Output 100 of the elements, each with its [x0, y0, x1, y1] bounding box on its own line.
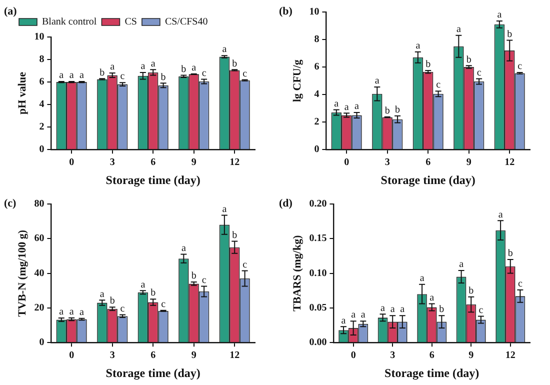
- x-tick-label: 3: [110, 350, 115, 362]
- data-label: a: [222, 44, 228, 56]
- data-label: b: [191, 270, 196, 282]
- x-tick-label: 0: [69, 350, 74, 362]
- chart-title: (a): [4, 5, 18, 18]
- data-label: a: [110, 62, 116, 73]
- y-tick-label: 6: [314, 62, 320, 73]
- data-label: a: [390, 304, 396, 316]
- y-tick-label: 0: [314, 144, 320, 156]
- data-label: a: [334, 98, 340, 110]
- y-tick-label: 10: [34, 32, 44, 43]
- x-tick-label: 9: [191, 350, 196, 362]
- data-label: c: [476, 67, 482, 78]
- y-tick-label: 4: [314, 89, 320, 100]
- y-axis-title: pH value: [16, 72, 28, 115]
- chart-title: (d): [279, 197, 293, 210]
- x-axis-title: Storage time (day): [380, 172, 476, 187]
- data-label: c: [478, 304, 484, 316]
- data-label: c: [161, 299, 166, 310]
- data-label: a: [459, 259, 464, 270]
- x-axis-title: Storage time (day): [106, 172, 200, 187]
- chart-title: (b): [279, 5, 293, 18]
- data-label: a: [69, 70, 74, 82]
- data-label: b: [232, 58, 238, 70]
- data-label: a: [140, 61, 146, 72]
- data-label: b: [426, 59, 431, 70]
- data-label: b: [466, 54, 472, 66]
- data-label: b: [508, 248, 513, 260]
- y-tick-label: 2: [314, 116, 320, 128]
- x-tick-label: 9: [468, 350, 474, 362]
- legend-label: Blank control: [42, 16, 97, 28]
- y-tick-label: 80: [34, 198, 44, 210]
- data-label: c: [120, 71, 126, 82]
- y-axis-title: TVB-N (mg/100 g): [16, 230, 28, 317]
- x-tick-label: 3: [384, 157, 390, 168]
- data-label: b: [150, 288, 156, 299]
- x-tick-label: 9: [466, 157, 472, 168]
- x-tick-label: 12: [504, 157, 515, 168]
- data-label: a: [354, 101, 360, 112]
- data-label: c: [242, 68, 248, 80]
- data-label: a: [341, 315, 346, 326]
- data-label: b: [100, 67, 105, 78]
- data-label: c: [436, 80, 442, 91]
- data-label: c: [202, 68, 207, 79]
- x-tick-label: 12: [230, 350, 240, 362]
- x-tick-label: 12: [505, 350, 516, 362]
- data-label: a: [100, 288, 105, 300]
- data-label: c: [202, 274, 207, 286]
- data-label: a: [498, 209, 504, 220]
- data-label: a: [140, 279, 146, 290]
- data-label: a: [59, 306, 64, 318]
- chart-title: (c): [4, 197, 17, 210]
- legend-label: CS: [124, 16, 137, 28]
- data-label: a: [374, 76, 380, 87]
- x-tick-label: 0: [69, 157, 74, 168]
- data-label: a: [420, 273, 425, 284]
- x-tick-label: 6: [150, 350, 156, 362]
- x-tick-label: 0: [344, 157, 350, 168]
- data-label: b: [439, 304, 444, 316]
- data-label: a: [181, 242, 186, 254]
- y-tick-label: 8: [314, 34, 320, 46]
- y-tick-label: 40: [34, 268, 44, 279]
- x-tick-label: 6: [426, 157, 431, 168]
- data-label: c: [518, 61, 523, 72]
- data-label: a: [69, 306, 74, 318]
- data-label: a: [150, 58, 156, 70]
- data-label: a: [80, 306, 85, 318]
- data-label: b: [110, 296, 115, 307]
- x-tick-label: 0: [350, 350, 356, 362]
- x-axis-title: Storage time (day): [384, 366, 480, 380]
- x-tick-label: 6: [150, 157, 156, 168]
- data-label: a: [497, 10, 502, 21]
- x-tick-label: 6: [429, 350, 434, 362]
- data-label: a: [344, 102, 350, 113]
- data-label: a: [80, 70, 85, 82]
- x-tick-label: 12: [230, 157, 240, 168]
- data-label: b: [395, 104, 400, 116]
- data-label: c: [242, 259, 248, 270]
- data-label: b: [232, 230, 238, 241]
- data-label: a: [456, 24, 462, 36]
- y-tick-label: 0: [39, 144, 44, 156]
- x-tick-label: 3: [110, 157, 115, 168]
- y-axis-title: TBARS (mg/kg): [291, 234, 304, 312]
- y-tick-label: 4: [39, 99, 44, 110]
- data-label: a: [351, 310, 356, 321]
- x-tick-label: 9: [191, 157, 196, 168]
- data-label: c: [518, 278, 523, 290]
- y-tick-label: 0.05: [309, 302, 327, 314]
- data-label: a: [59, 70, 64, 82]
- legend-label: CS/CFS40: [164, 16, 208, 28]
- data-label: b: [384, 105, 390, 116]
- data-label: b: [507, 28, 512, 40]
- y-tick-label: 10: [309, 6, 320, 18]
- data-label: a: [192, 62, 197, 74]
- data-label: a: [222, 204, 228, 215]
- y-tick-label: 0: [39, 337, 44, 348]
- y-tick-label: 0.10: [309, 268, 327, 279]
- x-tick-label: 3: [390, 350, 396, 362]
- y-tick-label: 6: [39, 76, 44, 88]
- y-tick-label: 60: [34, 233, 44, 244]
